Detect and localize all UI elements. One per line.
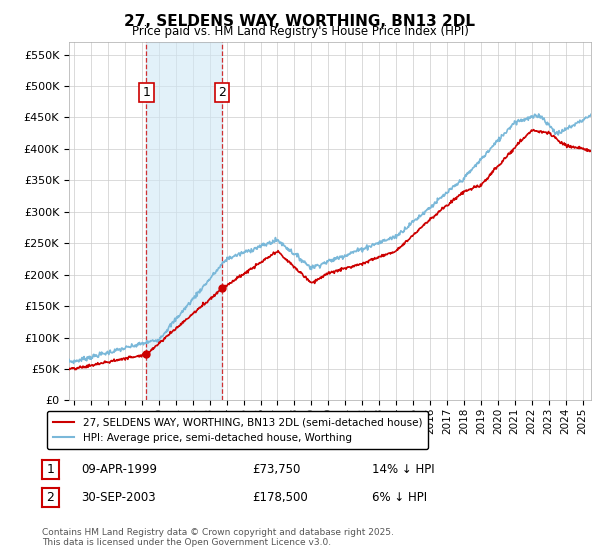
Bar (146, 42, 223, 400)
Text: £73,750: £73,750 (252, 463, 301, 477)
Text: 2: 2 (46, 491, 55, 504)
Text: 2: 2 (218, 86, 226, 99)
Text: 27, SELDENS WAY, WORTHING, BN13 2DL: 27, SELDENS WAY, WORTHING, BN13 2DL (125, 14, 476, 29)
Text: Contains HM Land Registry data © Crown copyright and database right 2025.
This d: Contains HM Land Registry data © Crown c… (42, 528, 394, 547)
Text: 09-APR-1999: 09-APR-1999 (81, 463, 157, 477)
Text: 14% ↓ HPI: 14% ↓ HPI (372, 463, 434, 477)
Text: 1: 1 (143, 86, 151, 99)
Legend: 27, SELDENS WAY, WORTHING, BN13 2DL (semi-detached house), HPI: Average price, s: 27, SELDENS WAY, WORTHING, BN13 2DL (sem… (47, 411, 428, 449)
Text: 30-SEP-2003: 30-SEP-2003 (81, 491, 155, 505)
Text: Price paid vs. HM Land Registry's House Price Index (HPI): Price paid vs. HM Land Registry's House … (131, 25, 469, 38)
Text: 6% ↓ HPI: 6% ↓ HPI (372, 491, 427, 505)
Text: 1: 1 (46, 463, 55, 476)
Text: £178,500: £178,500 (252, 491, 308, 505)
